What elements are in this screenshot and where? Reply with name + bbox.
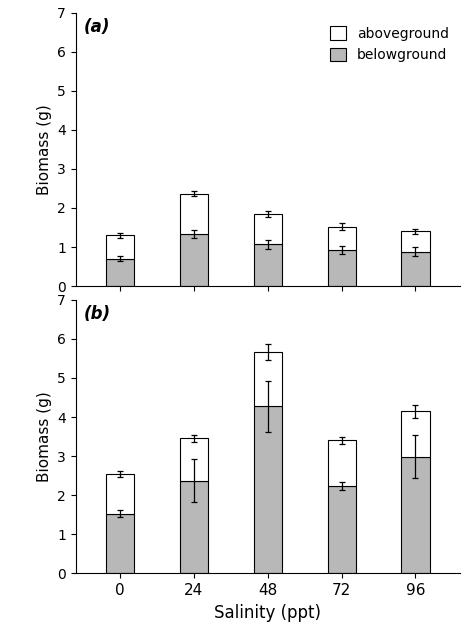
Bar: [401, 231, 429, 252]
Bar: [254, 244, 282, 286]
Legend: aboveground, belowground: aboveground, belowground: [326, 22, 453, 66]
Bar: [328, 227, 356, 249]
Bar: [106, 474, 134, 513]
Bar: [401, 411, 429, 457]
Bar: [180, 481, 208, 573]
Bar: [254, 214, 282, 244]
Bar: [401, 457, 429, 573]
Y-axis label: Biomass (g): Biomass (g): [36, 104, 52, 195]
Bar: [254, 352, 282, 406]
Bar: [328, 486, 356, 573]
Bar: [180, 438, 208, 481]
Bar: [180, 193, 208, 234]
X-axis label: Salinity (ppt): Salinity (ppt): [214, 604, 321, 622]
Y-axis label: Biomass (g): Biomass (g): [36, 391, 52, 482]
Bar: [401, 252, 429, 286]
Bar: [106, 513, 134, 573]
Text: (a): (a): [83, 18, 110, 36]
Bar: [106, 236, 134, 259]
Bar: [254, 406, 282, 573]
Bar: [328, 249, 356, 286]
Bar: [180, 234, 208, 286]
Bar: [328, 440, 356, 486]
Text: (b): (b): [83, 306, 110, 323]
Bar: [106, 259, 134, 286]
